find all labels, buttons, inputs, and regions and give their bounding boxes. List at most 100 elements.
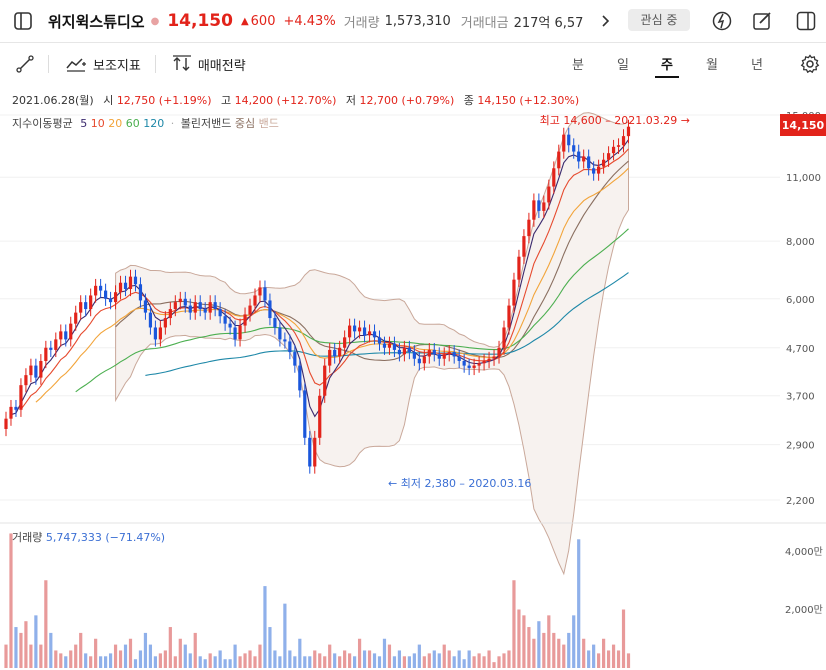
candle-body	[522, 236, 526, 257]
volume-bar	[367, 650, 372, 668]
candle-body	[163, 318, 167, 328]
candle-body	[562, 134, 566, 152]
candle-body	[293, 352, 297, 366]
volume-bar	[218, 650, 222, 668]
candle-body	[377, 337, 382, 344]
candle-body	[482, 360, 486, 364]
volume-bar	[19, 632, 23, 668]
candle-body	[402, 347, 406, 355]
sidebar-toggle-icon[interactable]	[14, 12, 32, 30]
candle-body	[298, 365, 302, 391]
candle-body	[4, 418, 8, 429]
close-label: 종	[463, 94, 474, 107]
candle-body	[417, 358, 421, 364]
ma120-label: 120	[143, 117, 165, 130]
low-label: 저	[345, 94, 357, 107]
period-week-tab[interactable]: 주	[661, 58, 673, 73]
candle-body	[452, 352, 456, 357]
amount-label: 거래대금	[460, 15, 509, 31]
flash-icon[interactable]	[712, 11, 732, 31]
volume-bar	[298, 638, 302, 668]
volume-axis-label-2: 2,000만	[785, 604, 823, 616]
candle-body	[233, 327, 237, 340]
volume-bar	[153, 656, 157, 668]
candle-body	[397, 349, 402, 355]
volume-value: 1,573,310	[384, 13, 451, 29]
period-month-tab[interactable]: 월	[706, 58, 718, 73]
amount-value: 217억 6,57	[513, 15, 584, 31]
low-value: 12,700 (+0.79%)	[359, 94, 455, 107]
favorite-button[interactable]: 관심 중	[628, 9, 690, 31]
volume-bar	[54, 650, 58, 668]
period-minute-tab[interactable]: 분	[572, 58, 584, 73]
volume-bar	[567, 632, 571, 668]
candle-body	[283, 339, 287, 342]
candle-body	[422, 356, 426, 364]
volume-bar	[611, 644, 616, 668]
stock-chart[interactable]: 15,00011,0008,0006,0004,7003,7002,9002,2…	[0, 85, 826, 670]
volume-bar	[492, 662, 496, 668]
candle-body	[592, 168, 596, 174]
volume-bar	[313, 650, 317, 668]
candle-body	[188, 305, 192, 313]
candle-body	[198, 302, 202, 310]
candle-body	[442, 354, 446, 359]
price-axis: 15,00011,0008,0006,0004,7003,7002,9002,2…	[786, 111, 821, 507]
candle-body	[437, 354, 441, 359]
candle-body	[208, 302, 212, 313]
layout-icon[interactable]	[796, 11, 816, 31]
volume-bar	[562, 644, 566, 668]
edit-icon[interactable]	[752, 11, 772, 31]
close-value: 14,150 (+12.30%)	[477, 94, 580, 107]
current-price-tag	[780, 114, 826, 136]
volume-bar	[318, 653, 322, 668]
volume-bar	[183, 644, 187, 668]
price-tick-label: 3,700	[786, 392, 815, 403]
stock-name[interactable]: 위지윅스튜디오	[48, 12, 145, 31]
price-tick-label: 2,200	[786, 496, 815, 507]
candle-body	[367, 331, 372, 336]
drawing-tool-button[interactable]	[16, 55, 34, 73]
volume-bar	[348, 653, 352, 668]
indicator-button[interactable]: 보조지표	[65, 55, 141, 74]
candle-body	[328, 349, 332, 366]
volume-bar	[577, 539, 581, 668]
volume-bar	[482, 656, 486, 668]
high-annotation: 최고 14,600 – 2021.03.29 →	[540, 114, 690, 127]
volume-bar	[362, 650, 367, 668]
volume-info: 거래량 5,747,333 (−71.47%)	[12, 529, 165, 545]
volume-bar	[522, 615, 526, 668]
candle-body	[238, 325, 242, 340]
chart-toolbar: 보조지표 매매전략	[0, 43, 826, 85]
volume-bar	[228, 659, 232, 668]
volume-bar	[243, 653, 247, 668]
volume-bar	[118, 650, 123, 668]
candle-body	[178, 298, 182, 303]
strategy-button[interactable]: 매매전략	[172, 55, 246, 74]
volume-bar	[582, 638, 586, 668]
period-year-tab[interactable]: 년	[751, 58, 763, 73]
period-day-tab[interactable]: 일	[617, 58, 629, 73]
settings-gear-icon[interactable]	[800, 54, 820, 74]
volume-bar	[188, 653, 192, 668]
candle-body	[412, 352, 416, 359]
candle-body	[228, 323, 232, 328]
candle-body	[567, 134, 571, 146]
candle-body	[29, 365, 33, 376]
candle-body	[611, 146, 616, 154]
price-change: 600	[250, 13, 276, 29]
candle-body	[138, 284, 143, 301]
candle-body	[507, 305, 511, 328]
candle-body	[477, 363, 481, 366]
status-dot-icon: ●	[150, 15, 160, 27]
volume-bar	[497, 656, 501, 668]
candle-body	[333, 349, 337, 357]
chevron-right-icon[interactable]	[601, 14, 611, 28]
ma-legend[interactable]: 지수이동평균 5 10 20 60 120 · 볼린저밴드 중심 밴드	[12, 115, 279, 131]
volume-bar	[597, 653, 601, 668]
volume-bar	[517, 609, 521, 668]
volume-bar	[258, 644, 262, 668]
open-label: 시	[103, 94, 114, 107]
volume-bar	[602, 638, 606, 668]
volume-bar	[353, 656, 357, 668]
